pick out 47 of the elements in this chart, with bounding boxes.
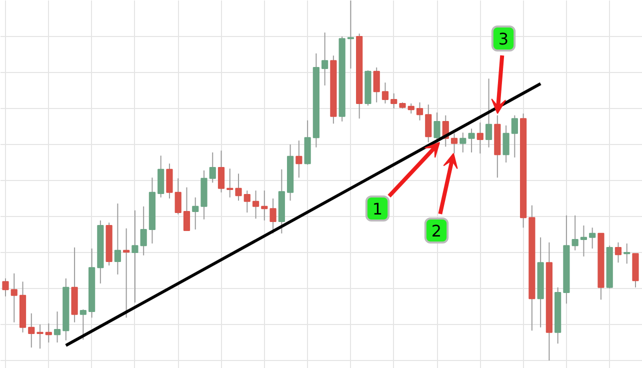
annotation: 3 <box>498 30 509 48</box>
candlestick <box>408 102 414 114</box>
candlestick <box>123 228 130 318</box>
candlestick <box>252 190 260 220</box>
candlestick <box>589 227 596 250</box>
candlestick <box>54 311 61 343</box>
candlestick <box>347 0 354 70</box>
candlestick <box>174 178 182 215</box>
candlestick <box>270 198 276 234</box>
candlestick <box>261 190 268 221</box>
candlestick <box>45 322 52 343</box>
candlestick <box>322 32 328 86</box>
candlestick <box>183 186 190 232</box>
candlestick <box>502 124 510 163</box>
candlestick <box>511 114 518 158</box>
candlestick <box>614 242 622 264</box>
candlestick <box>80 308 86 340</box>
annotation: 2 <box>431 222 442 240</box>
candlestick <box>244 190 250 214</box>
candlestick <box>416 102 424 121</box>
candlestick <box>209 152 216 184</box>
candlestick <box>624 243 630 264</box>
candlestick <box>425 104 432 143</box>
candlestick <box>580 225 588 257</box>
candlestick <box>226 168 234 198</box>
candlestick <box>2 278 9 297</box>
candlestick <box>114 203 121 275</box>
candlestick <box>28 312 35 348</box>
candlestick <box>235 173 242 202</box>
candlestick <box>10 272 18 323</box>
candlestick <box>132 210 138 304</box>
candlestick <box>166 163 173 199</box>
candlestick <box>468 128 475 153</box>
candlestick <box>192 196 199 230</box>
candlestick <box>382 82 389 104</box>
candlestick <box>373 66 380 103</box>
candlestick <box>450 132 458 154</box>
candlestick <box>572 214 578 251</box>
candlestick <box>36 324 44 350</box>
candlestick <box>485 78 492 148</box>
candlestick <box>476 122 484 154</box>
candlestick <box>460 132 466 153</box>
annotation: 1 <box>372 200 383 218</box>
candlestick <box>140 206 147 256</box>
candlestick <box>218 150 225 193</box>
candlestick <box>390 92 398 109</box>
candlestick <box>296 140 302 178</box>
